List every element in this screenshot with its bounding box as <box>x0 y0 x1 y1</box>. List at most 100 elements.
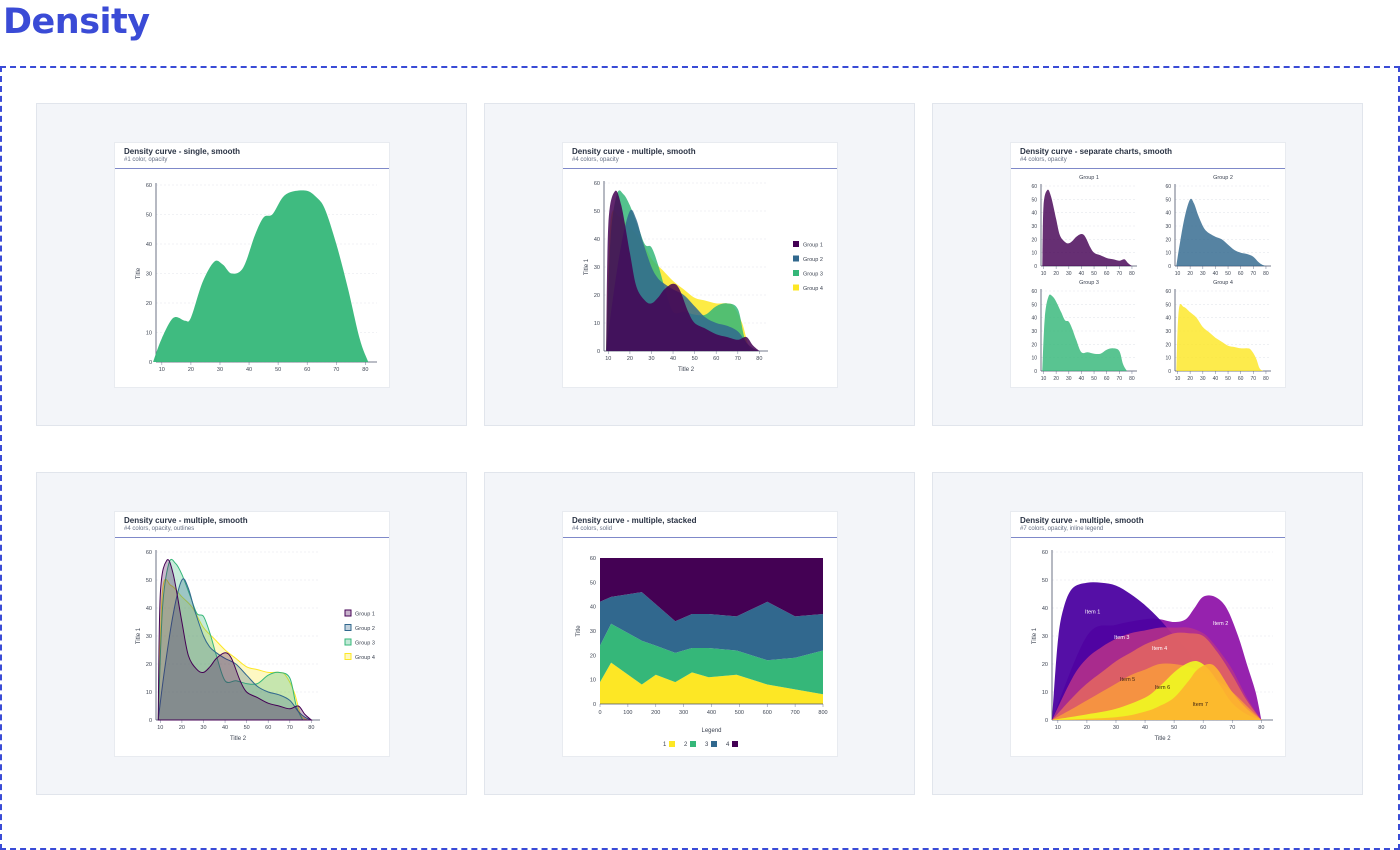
legend-swatch <box>793 241 799 247</box>
x-tick-label: 40 <box>222 725 228 731</box>
y-tick-label: 30 <box>146 272 152 278</box>
legend-label: 3 <box>705 742 709 748</box>
density-area <box>157 558 304 721</box>
x-tick-label: 700 <box>791 710 800 716</box>
inline-series-label: Item 1 <box>1085 610 1100 616</box>
card-subtitle: #4 colors, opacity <box>1020 157 1067 163</box>
density-area <box>606 190 760 351</box>
density-chart-inline-legend: 0 10 20 30 40 50 60 10 20 30 40 50 60 70 80 Title 1 Titl… <box>1032 550 1273 742</box>
inline-series-label: Item 7 <box>1193 702 1208 708</box>
y-tick-label: 40 <box>590 605 596 611</box>
inline-series-label: Item 4 <box>1152 646 1167 652</box>
x-tick-label: 70 <box>1117 271 1123 277</box>
y-tick-label: 10 <box>146 331 152 337</box>
y-tick-label: 60 <box>590 556 596 562</box>
stacked-area <box>600 592 823 661</box>
x-tick-label: 40 <box>670 356 676 362</box>
y-tick-label: 50 <box>1042 578 1048 584</box>
x-tick-label: 10 <box>1175 376 1181 382</box>
x-tick-label: 10 <box>1175 271 1181 277</box>
legend-swatch <box>711 741 717 747</box>
x-tick-label: 30 <box>200 725 206 731</box>
x-tick-label: 80 <box>1263 376 1269 382</box>
card-header: Density curve - separate charts, smooth … <box>1011 143 1285 169</box>
x-tick-label: 50 <box>1171 725 1177 731</box>
y-tick-label: 30 <box>1031 224 1037 230</box>
y-tick-label: 40 <box>1165 211 1171 217</box>
y-tick-label: 20 <box>1165 237 1171 243</box>
x-tick-label: 60 <box>713 356 719 362</box>
card-header: Density curve - single, smooth #1 color,… <box>115 143 389 169</box>
y-tick-label: 10 <box>1165 251 1171 257</box>
y-tick-label: 0 <box>1034 369 1037 375</box>
legend-swatch <box>793 270 799 276</box>
card-title: Density curve - multiple, smooth <box>572 147 696 156</box>
y-tick-label: 40 <box>594 237 600 243</box>
y-tick-label: 40 <box>146 242 152 248</box>
y-tick-label: 50 <box>1031 302 1037 308</box>
x-tick-label: 70 <box>333 367 339 373</box>
y-tick-label: 20 <box>1031 237 1037 243</box>
card-subtitle: #4 colors, opacity, outlines <box>124 526 195 532</box>
y-tick-label: 20 <box>146 662 152 668</box>
y-tick-label: 20 <box>590 653 596 659</box>
x-tick-label: 30 <box>1200 271 1206 277</box>
y-tick-label: 50 <box>1031 197 1037 203</box>
y-tick-label: 30 <box>1165 329 1171 335</box>
density-chart-single: 0 10 20 30 40 50 60 10 20 30 40 50 60 70 80 Title <box>136 183 377 373</box>
x-tick-label: 20 <box>1187 271 1193 277</box>
x-tick-label: 800 <box>818 710 827 716</box>
y-tick-label: 0 <box>149 360 152 366</box>
x-tick-label: 50 <box>275 367 281 373</box>
y-tick-label: 40 <box>1165 316 1171 322</box>
x-tick-label: 60 <box>1238 271 1244 277</box>
y-tick-label: 10 <box>146 690 152 696</box>
chart-panel-6: Density curve - multiple, smooth #7 colo… <box>932 472 1363 795</box>
x-tick-label: 80 <box>308 725 314 731</box>
y-tick-label: 20 <box>1042 662 1048 668</box>
x-tick-label: 20 <box>1187 376 1193 382</box>
card-title: Density curve - single, smooth <box>124 147 241 156</box>
x-tick-label: 60 <box>1238 376 1244 382</box>
x-tick-label: 20 <box>1053 376 1059 382</box>
legend-swatch <box>344 638 352 646</box>
x-tick-label: 40 <box>1213 271 1219 277</box>
y-tick-label: 0 <box>149 718 152 724</box>
chart-card: Density curve - multiple, smooth #7 colo… <box>1010 511 1286 757</box>
chart-panel-4: Density curve - multiple, smooth #4 colo… <box>36 472 467 795</box>
x-tick-label: 70 <box>287 725 293 731</box>
y-tick-label: 30 <box>1031 329 1037 335</box>
x-tick-label: 30 <box>1200 376 1206 382</box>
y-tick-label: 20 <box>594 293 600 299</box>
x-tick-label: 10 <box>157 725 163 731</box>
legend-label: Group 1 <box>803 243 823 249</box>
x-tick-label: 40 <box>1142 725 1148 731</box>
y-tick-label: 60 <box>1031 184 1037 190</box>
y-tick-label: 10 <box>1042 690 1048 696</box>
legend-label: Group 3 <box>803 272 823 278</box>
x-tick-label: 40 <box>1079 271 1085 277</box>
y-tick-label: 20 <box>146 301 152 307</box>
card-title: Density curve - multiple, smooth <box>124 516 248 525</box>
x-tick-label: 70 <box>1251 271 1257 277</box>
x-tick-label: 40 <box>246 367 252 373</box>
x-tick-label: 100 <box>623 710 632 716</box>
x-tick-label: 50 <box>1091 271 1097 277</box>
chart-card: Density curve - multiple, smooth #4 colo… <box>562 142 838 388</box>
card-header: Density curve - multiple, smooth #7 colo… <box>1011 512 1285 538</box>
legend-label: Group 1 <box>355 612 375 618</box>
y-tick-label: 40 <box>146 606 152 612</box>
y-tick-label: 50 <box>594 209 600 215</box>
y-tick-label: 50 <box>1165 302 1171 308</box>
y-tick-label: 30 <box>590 629 596 635</box>
legend-label: Group 2 <box>803 257 823 263</box>
y-tick-label: 10 <box>1031 251 1037 257</box>
panel-title: Group 3 <box>1079 280 1099 286</box>
legend-label: 2 <box>684 742 688 748</box>
legend-label: Group 3 <box>355 641 375 647</box>
x-tick-label: 30 <box>648 356 654 362</box>
x-tick-label: 80 <box>1129 271 1135 277</box>
density-area <box>1176 198 1266 266</box>
x-axis-title: Title 2 <box>1154 736 1171 742</box>
